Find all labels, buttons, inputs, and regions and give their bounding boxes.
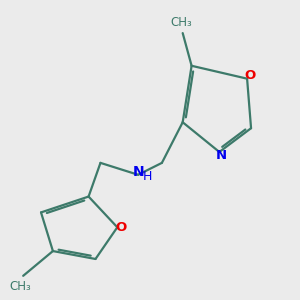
Text: N: N — [215, 149, 226, 162]
Text: O: O — [115, 221, 127, 234]
Text: CH₃: CH₃ — [170, 16, 192, 28]
Text: O: O — [244, 69, 256, 82]
Text: N: N — [133, 165, 145, 179]
Text: CH₃: CH₃ — [9, 280, 31, 293]
Text: H: H — [143, 170, 152, 183]
